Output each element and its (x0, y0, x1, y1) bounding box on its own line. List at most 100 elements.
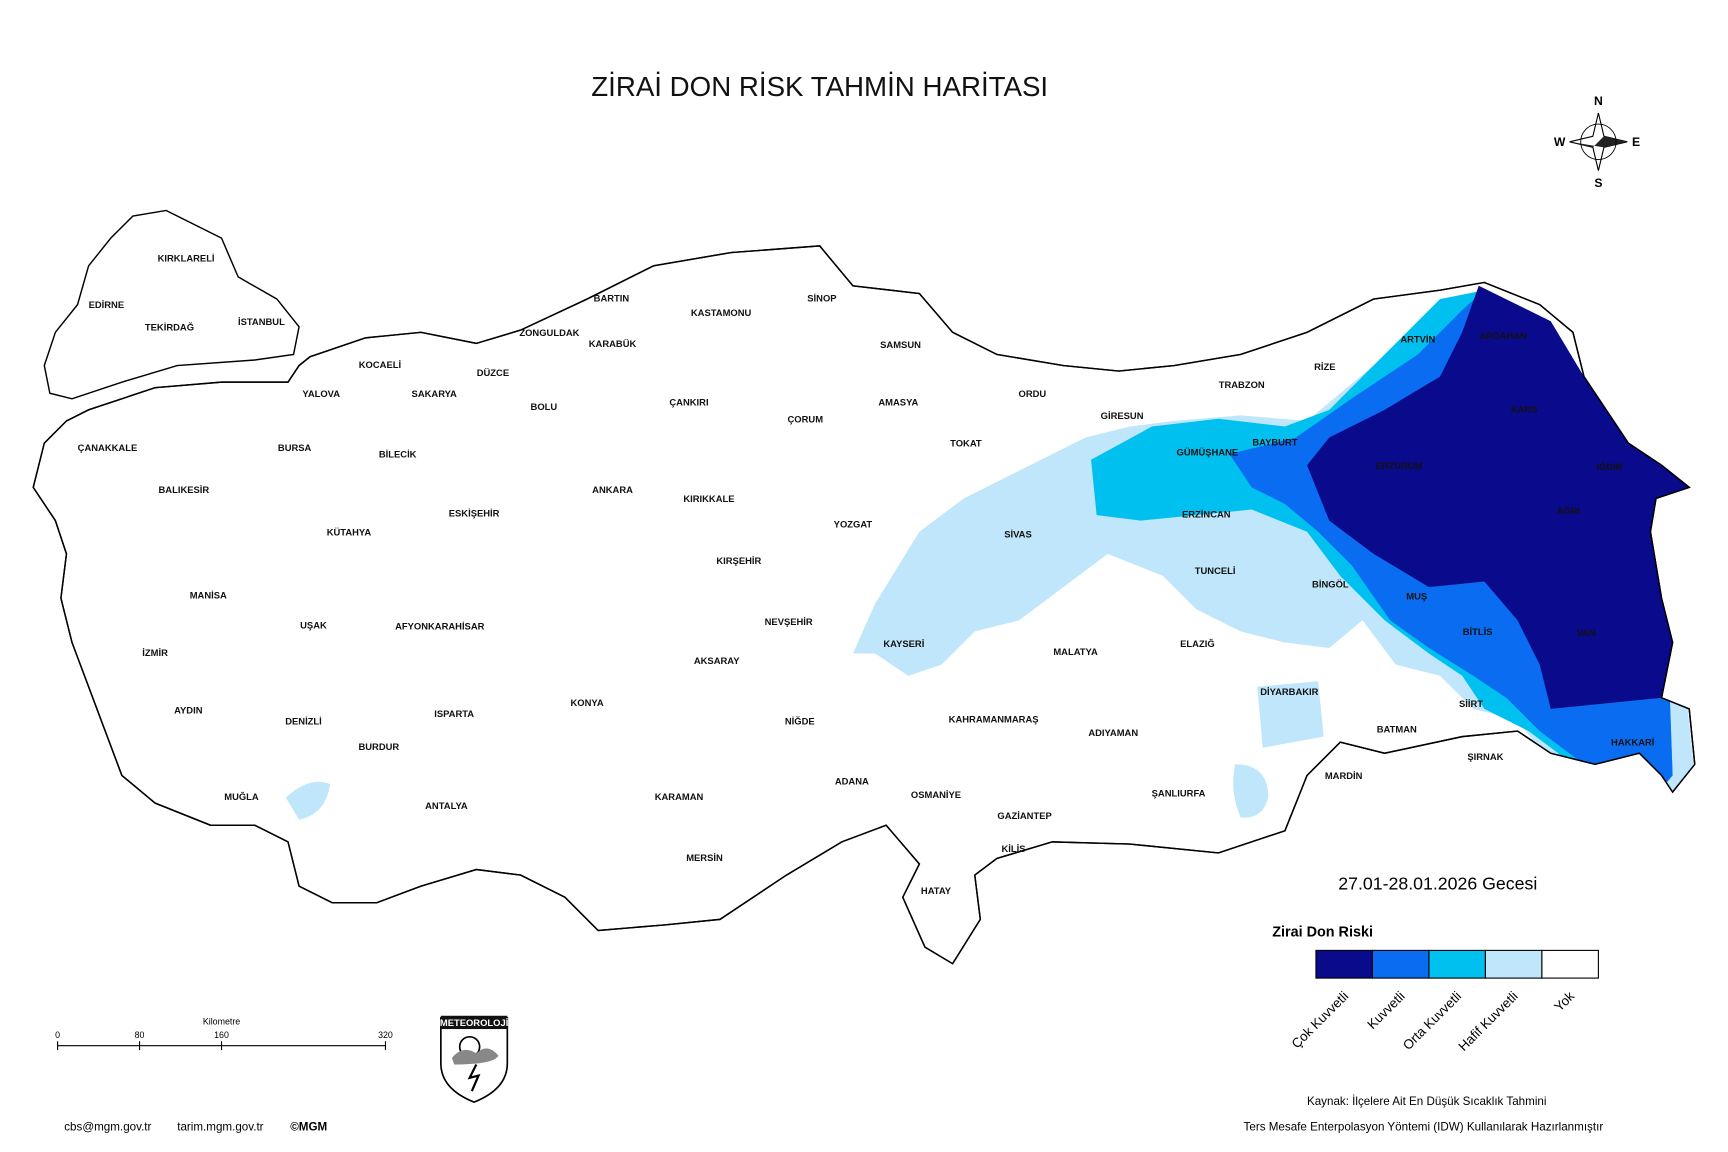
province-label: BALIKESİR (159, 484, 210, 495)
province-label: TUNCELİ (1195, 565, 1236, 576)
province-label: ŞIRNAK (1467, 751, 1503, 762)
legend-swatch (1428, 949, 1486, 979)
province-label: KARS (1511, 403, 1538, 414)
province-label: BOLU (531, 401, 558, 412)
province-label: ORDU (1019, 388, 1047, 399)
scale-tick-label: 320 (378, 1030, 393, 1040)
province-label: BURDUR (358, 741, 399, 752)
province-label: DENİZLİ (285, 716, 322, 727)
province-label: AKSARAY (694, 655, 740, 666)
province-label: ADANA (835, 776, 869, 787)
province-label: SAMSUN (880, 339, 921, 350)
legend-swatch (1541, 949, 1599, 979)
province-label: MALATYA (1053, 646, 1098, 657)
province-label: BARTIN (594, 293, 630, 304)
province-label: ÇANAKKALE (78, 442, 138, 453)
province-label: HAKKARİ (1611, 737, 1654, 748)
province-label: NEVŞEHİR (765, 616, 813, 627)
province-label: ARTVİN (1400, 334, 1435, 345)
province-label: BURSA (278, 442, 312, 453)
legend-swatch (1315, 949, 1373, 979)
scale-unit: Kilometre (203, 1017, 240, 1027)
province-label: TEKİRDAĞ (145, 321, 194, 332)
province-label: RİZE (1314, 361, 1335, 372)
province-label: KAYSERİ (883, 638, 924, 649)
compass-n: N (1594, 94, 1603, 108)
risk-area (1257, 681, 1324, 748)
province-label: ARDAHAN (1479, 330, 1527, 341)
footer-copyright: ©MGM (290, 1121, 327, 1134)
province-label: MARDİN (1325, 770, 1363, 781)
province-label: MANİSA (190, 589, 227, 600)
scale-tick-label: 160 (214, 1030, 229, 1040)
province-label: KÜTAHYA (327, 526, 372, 537)
province-label: GAZİANTEP (997, 810, 1051, 821)
risk-area (1233, 764, 1269, 818)
province-label: DİYARBAKIR (1260, 686, 1318, 697)
province-label: SİVAS (1004, 528, 1032, 539)
province-label: ÇANKIRI (669, 397, 708, 408)
province-label: YALOVA (302, 388, 340, 399)
scale-tick-label: 80 (135, 1030, 145, 1040)
footer-email: cbs@mgm.gov.tr (64, 1121, 151, 1134)
europe-outline (43, 209, 300, 400)
province-label: KİLİS (1002, 843, 1026, 854)
province-label: GÜMÜŞHANE (1177, 447, 1239, 458)
province-label: BATMAN (1377, 723, 1417, 734)
province-label: KOCAELİ (359, 359, 401, 370)
province-label: KIRIKKALE (683, 493, 734, 504)
province-label: KASTAMONU (691, 307, 752, 318)
province-label: AĞRI (1557, 505, 1581, 516)
province-label: NİĞDE (785, 716, 815, 727)
outline-stroke (32, 245, 1696, 965)
province-label: TRABZON (1219, 379, 1265, 390)
province-label: KAHRAMANMARAŞ (949, 713, 1039, 724)
compass: N E S W (1554, 94, 1640, 190)
source-line2: Ters Mesafe Enterpolasyon Yöntemi (IDW) … (1244, 1121, 1604, 1134)
province-label: OSMANİYE (911, 789, 961, 800)
province-label: KARAMAN (655, 791, 704, 802)
province-label: İSTANBUL (238, 316, 285, 327)
legend-label: Hafif Kuvvetli (1455, 988, 1520, 1053)
province-label: HATAY (921, 885, 952, 896)
province-label: KONYA (571, 697, 604, 708)
province-label: ZONGULDAK (519, 327, 579, 338)
legend-label: Kuvvetli (1364, 988, 1408, 1032)
province-label: IĞDIR (1596, 461, 1622, 472)
compass-s: S (1594, 176, 1602, 190)
province-label: VAN (1577, 627, 1596, 638)
province-label: ADIYAMAN (1088, 727, 1138, 738)
province-label: AYDIN (174, 705, 203, 716)
title: ZİRAİ DON RİSK TAHMİN HARİTASI (591, 71, 1048, 102)
province-label: ERZURUM (1375, 460, 1422, 471)
province-label: SİİRT (1459, 698, 1483, 709)
province-label: İZMİR (142, 647, 168, 658)
province-label: ISPARTA (434, 708, 474, 719)
legend-swatch (1371, 949, 1430, 979)
province-label: ÇORUM (788, 413, 824, 424)
date: 27.01-28.01.2026 Gecesi (1338, 874, 1537, 894)
province-label: MUŞ (1406, 591, 1427, 602)
province-label: GİRESUN (1101, 410, 1144, 421)
province-label: UŞAK (300, 619, 327, 630)
logo: METEOROLOJİ (440, 1015, 508, 1104)
footer-site: tarim.mgm.gov.tr (177, 1121, 263, 1134)
province-label: AFYONKARAHİSAR (395, 620, 485, 631)
province-label: ESKİŞEHİR (449, 507, 500, 518)
province-label: AMASYA (878, 397, 918, 408)
province-label: MUĞLA (224, 791, 259, 802)
province-label: BİTLİS (1463, 626, 1493, 637)
province-label: YOZGAT (834, 519, 873, 530)
province-label: ELAZIĞ (1180, 638, 1215, 649)
province-label: EDİRNE (89, 299, 125, 310)
legend-label: Yok (1551, 988, 1577, 1014)
province-label: SİNOP (807, 293, 836, 304)
legend-swatch (1484, 949, 1543, 979)
province-label: ŞANLIURFA (1152, 788, 1206, 799)
province-label: KIRŞEHİR (716, 555, 761, 566)
scale-tick-label: 0 (55, 1030, 60, 1040)
logo-text: METEOROLOJİ (440, 1017, 508, 1028)
province-label: SAKARYA (412, 388, 458, 399)
